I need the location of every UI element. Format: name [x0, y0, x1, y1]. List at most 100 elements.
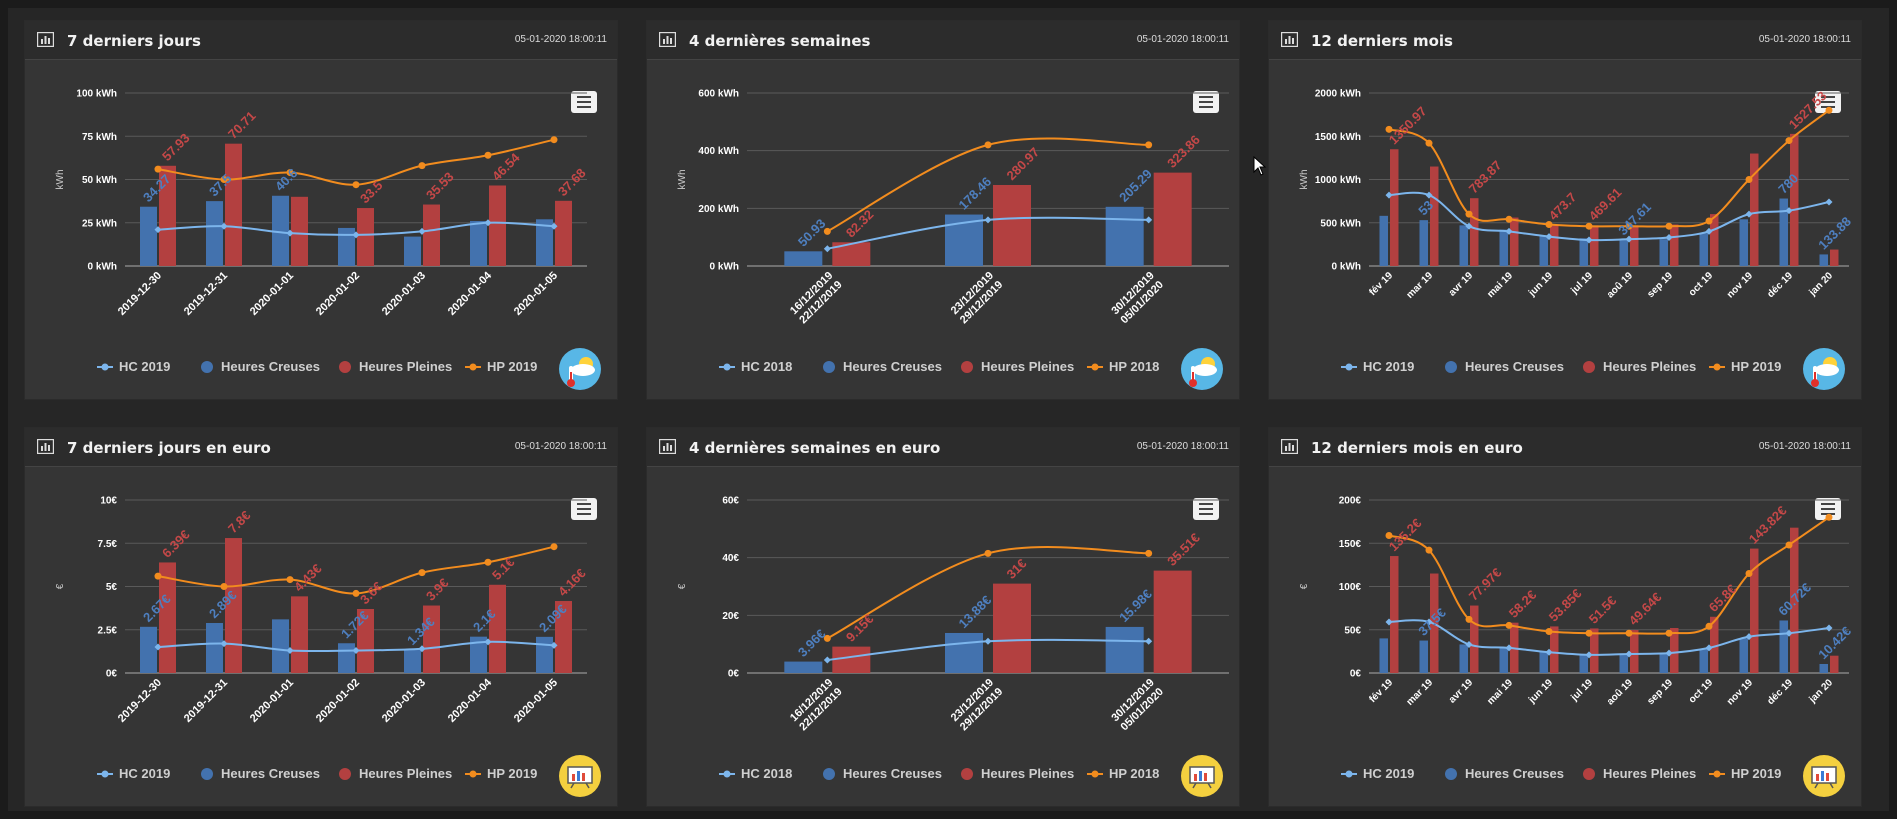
- line-point-hp[interactable]: [550, 136, 558, 144]
- bar-heures-pleines[interactable]: [1550, 225, 1559, 266]
- line-point-hp[interactable]: [1505, 215, 1513, 223]
- bar-heures-pleines[interactable]: [489, 185, 506, 266]
- line-point-hc[interactable]: [550, 222, 558, 230]
- line-point-hp[interactable]: [484, 151, 492, 159]
- line-point-hc[interactable]: [823, 245, 831, 253]
- bar-heures-pleines[interactable]: [555, 200, 572, 266]
- line-point-hc[interactable]: [484, 638, 492, 646]
- line-point-hc[interactable]: [1585, 651, 1593, 659]
- line-point-hc[interactable]: [1505, 644, 1513, 652]
- bar-heures-creuses[interactable]: [1579, 238, 1589, 266]
- bar-heures-pleines[interactable]: [1750, 548, 1759, 673]
- bar-heures-creuses[interactable]: [1619, 240, 1629, 266]
- bar-heures-pleines[interactable]: [1390, 556, 1399, 673]
- bar-heures-creuses[interactable]: [536, 636, 553, 673]
- bar-heures-creuses[interactable]: [338, 227, 355, 266]
- chart-menu-button[interactable]: [1193, 91, 1219, 113]
- line-point-hc[interactable]: [1745, 633, 1753, 641]
- bar-heures-pleines[interactable]: [357, 208, 374, 266]
- line-point-hp[interactable]: [1145, 141, 1153, 149]
- line-point-hc[interactable]: [1465, 222, 1473, 230]
- line-point-hc[interactable]: [1425, 191, 1433, 199]
- line-point-hc[interactable]: [1785, 207, 1793, 215]
- line-point-hp[interactable]: [1145, 549, 1153, 557]
- bar-heures-pleines[interactable]: [1790, 133, 1799, 266]
- chart-menu-button[interactable]: [571, 91, 597, 113]
- line-point-hp[interactable]: [1705, 217, 1713, 225]
- bar-heures-creuses[interactable]: [206, 201, 223, 266]
- bar-heures-creuses[interactable]: [1459, 225, 1469, 266]
- bar-heures-creuses[interactable]: [1699, 233, 1709, 266]
- line-point-hc[interactable]: [1625, 235, 1633, 243]
- bar-heures-creuses[interactable]: [1779, 198, 1789, 266]
- line-point-hp[interactable]: [550, 543, 558, 551]
- bar-heures-pleines[interactable]: [1750, 153, 1759, 266]
- line-point-hc[interactable]: [418, 645, 426, 653]
- chart-icon[interactable]: [1803, 755, 1845, 797]
- bar-heures-pleines[interactable]: [1550, 626, 1559, 673]
- line-point-hp[interactable]: [1425, 139, 1433, 147]
- chart-icon[interactable]: [559, 755, 601, 797]
- line-point-hp[interactable]: [1665, 629, 1673, 637]
- line-point-hc[interactable]: [352, 231, 360, 239]
- chart-icon[interactable]: [1181, 755, 1223, 797]
- line-point-hp[interactable]: [1585, 629, 1593, 637]
- bar-heures-creuses[interactable]: [140, 626, 157, 673]
- line-point-hp[interactable]: [1385, 531, 1393, 539]
- bar-heures-pleines[interactable]: [1470, 198, 1479, 266]
- bar-heures-creuses[interactable]: [1819, 254, 1829, 266]
- line-point-hc[interactable]: [220, 222, 228, 230]
- line-point-hc[interactable]: [1145, 216, 1153, 224]
- line-point-hc[interactable]: [1665, 649, 1673, 657]
- line-point-hp[interactable]: [154, 572, 162, 580]
- line-point-hc[interactable]: [1385, 618, 1393, 626]
- bar-heures-creuses[interactable]: [1499, 229, 1509, 266]
- bar-heures-pleines[interactable]: [993, 583, 1031, 673]
- bar-heures-creuses[interactable]: [1779, 620, 1789, 673]
- bar-heures-creuses[interactable]: [1739, 219, 1749, 266]
- line-point-hp[interactable]: [1465, 210, 1473, 218]
- bar-heures-pleines[interactable]: [1430, 166, 1439, 266]
- line-point-hc[interactable]: [352, 647, 360, 655]
- bar-heures-creuses[interactable]: [1499, 647, 1509, 673]
- line-point-hc[interactable]: [484, 219, 492, 227]
- line-point-hp[interactable]: [484, 558, 492, 566]
- line-point-hp[interactable]: [823, 634, 831, 642]
- line-point-hp[interactable]: [1825, 106, 1833, 114]
- line-point-hp[interactable]: [984, 549, 992, 557]
- line-point-hp[interactable]: [823, 227, 831, 235]
- bar-heures-pleines[interactable]: [1710, 214, 1719, 266]
- bar-heures-pleines[interactable]: [1510, 217, 1519, 266]
- line-point-hp[interactable]: [352, 181, 360, 189]
- line-point-hp[interactable]: [1385, 125, 1393, 133]
- bar-heures-creuses[interactable]: [140, 206, 157, 266]
- bar-heures-pleines[interactable]: [291, 196, 308, 266]
- bar-heures-pleines[interactable]: [423, 605, 440, 673]
- line-point-hp[interactable]: [1745, 176, 1753, 183]
- bar-heures-creuses[interactable]: [1739, 638, 1749, 673]
- line-point-hc[interactable]: [286, 647, 294, 655]
- bar-heures-pleines[interactable]: [423, 204, 440, 266]
- line-point-hc[interactable]: [1585, 236, 1593, 244]
- weather-icon[interactable]: [559, 348, 601, 390]
- bar-heures-pleines[interactable]: [1830, 249, 1839, 266]
- line-point-hp[interactable]: [1465, 615, 1473, 623]
- line-point-hp[interactable]: [418, 569, 426, 577]
- bar-heures-pleines[interactable]: [993, 184, 1031, 266]
- line-point-hp[interactable]: [154, 165, 162, 173]
- chart-menu-button[interactable]: [571, 498, 597, 520]
- bar-heures-creuses[interactable]: [784, 251, 823, 266]
- bar-heures-creuses[interactable]: [1619, 653, 1629, 673]
- line-point-hp[interactable]: [418, 162, 426, 170]
- bar-heures-pleines[interactable]: [555, 601, 572, 673]
- line-point-hp[interactable]: [286, 576, 294, 584]
- bar-heures-pleines[interactable]: [357, 608, 374, 673]
- line-point-hc[interactable]: [550, 641, 558, 649]
- line-point-hp[interactable]: [1705, 622, 1713, 630]
- bar-heures-pleines[interactable]: [1630, 225, 1639, 266]
- line-point-hc[interactable]: [1385, 191, 1393, 199]
- bar-heures-pleines[interactable]: [1153, 570, 1192, 673]
- line-point-hp[interactable]: [1545, 220, 1553, 228]
- line-point-hp[interactable]: [220, 583, 228, 590]
- line-point-hc[interactable]: [1665, 233, 1673, 241]
